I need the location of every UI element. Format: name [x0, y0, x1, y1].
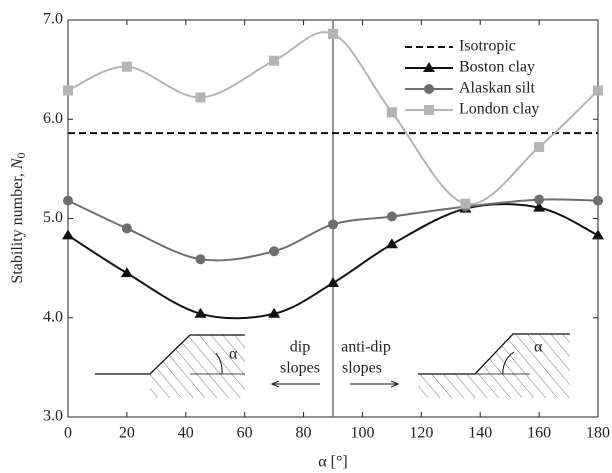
- y-axis-label-subscript: 0: [14, 152, 28, 158]
- alpha-label: α: [534, 339, 543, 356]
- y-axis-label-symbol: N: [9, 157, 26, 170]
- x-tick-label: 0: [64, 425, 72, 442]
- marker: [269, 55, 280, 66]
- marker: [63, 85, 73, 96]
- legend-label: Boston clay: [459, 59, 535, 76]
- marker: [386, 211, 397, 222]
- legend-label: London clay: [459, 101, 539, 118]
- y-tick-label: 3.0: [43, 408, 63, 425]
- marker: [327, 277, 339, 288]
- marker: [386, 107, 397, 118]
- marker: [534, 194, 545, 205]
- marker: [120, 267, 133, 278]
- marker: [593, 195, 603, 206]
- marker: [533, 201, 546, 212]
- annotation: dip: [290, 339, 310, 356]
- marker: [460, 198, 471, 209]
- x-tick-label: 60: [237, 425, 253, 442]
- marker: [195, 254, 206, 265]
- marker: [63, 195, 73, 206]
- marker: [121, 61, 132, 72]
- y-tick-label: 6.0: [43, 110, 63, 127]
- x-tick-label: 80: [296, 425, 312, 442]
- marker: [195, 92, 206, 103]
- y-tick-label: 7.0: [43, 11, 63, 28]
- legend-label: Isotropic: [459, 38, 516, 55]
- marker: [268, 307, 281, 318]
- x-tick-label: 180: [586, 425, 610, 442]
- y-axis-label-text: Stability number,: [9, 173, 26, 283]
- x-tick-label: 140: [468, 425, 492, 442]
- y-tick-label: 4.0: [43, 308, 63, 325]
- x-axis-label: α [°]: [318, 454, 347, 471]
- marker: [328, 28, 338, 39]
- marker: [194, 307, 207, 318]
- legend-label: Alaskan silt: [459, 80, 536, 97]
- x-tick-label: 100: [350, 425, 374, 442]
- annotation: anti-dip: [341, 339, 391, 356]
- legend-marker: [424, 84, 434, 94]
- x-tick-label: 20: [119, 425, 135, 442]
- annotation: slopes: [342, 360, 382, 377]
- x-tick-label: 40: [178, 425, 194, 442]
- x-tick-label: 120: [409, 425, 433, 442]
- marker: [62, 229, 74, 240]
- x-tick-label: 160: [527, 425, 551, 442]
- marker: [328, 219, 338, 230]
- series-line: [67, 31, 599, 206]
- anti-dip-diagram: [418, 333, 570, 398]
- dip-diagram: [95, 334, 245, 398]
- marker: [385, 238, 398, 249]
- marker: [269, 246, 280, 257]
- y-tick-label: 5.0: [43, 209, 63, 226]
- marker: [121, 223, 132, 234]
- marker: [593, 85, 603, 96]
- marker: [534, 142, 545, 153]
- marker: [592, 229, 604, 240]
- legend-marker: [424, 105, 434, 115]
- legend-marker: [423, 62, 435, 72]
- annotation: slopes: [280, 360, 320, 377]
- y-axis-label: Stability number, N0: [9, 152, 28, 283]
- alpha-label: α: [229, 346, 238, 363]
